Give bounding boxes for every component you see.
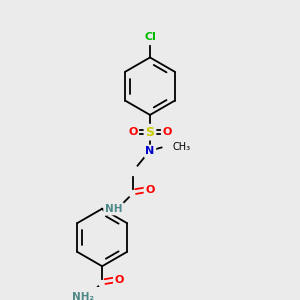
- Text: NH: NH: [105, 204, 122, 214]
- Text: O: O: [128, 127, 137, 137]
- Text: O: O: [145, 184, 155, 195]
- Text: Cl: Cl: [144, 32, 156, 42]
- Text: O: O: [163, 127, 172, 137]
- Text: S: S: [146, 126, 154, 139]
- Text: O: O: [115, 274, 124, 285]
- Text: NH₂: NH₂: [72, 292, 94, 300]
- Text: CH₃: CH₃: [173, 142, 191, 152]
- Text: N: N: [146, 146, 154, 156]
